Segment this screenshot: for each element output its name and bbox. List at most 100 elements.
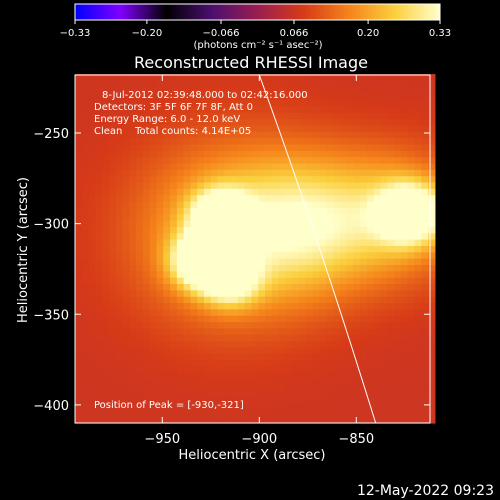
heatmap-cell: [170, 213, 178, 221]
heatmap-cell: [170, 416, 178, 424]
heatmap-cell: [305, 150, 314, 158]
heatmap-cell: [237, 188, 246, 196]
heatmap-cell: [244, 346, 253, 354]
heatmap-cell: [360, 353, 368, 361]
heatmap-cell: [305, 112, 314, 120]
heatmap-cell: [305, 308, 314, 316]
heatmap-cell: [326, 194, 334, 202]
heatmap-cell: [190, 220, 198, 227]
heatmap-cell: [102, 258, 110, 265]
heatmap-cell: [231, 188, 239, 196]
heatmap-cell: [346, 213, 354, 221]
heatmap-cell: [210, 270, 219, 278]
heatmap-cell: [224, 118, 232, 126]
heatmap-cell: [156, 175, 164, 183]
heatmap-cell: [305, 315, 314, 323]
heatmap-cell: [265, 200, 273, 208]
heatmap-cell: [122, 232, 130, 240]
heatmap-cell: [251, 289, 259, 297]
heatmap-cell: [149, 213, 158, 221]
colorbar-tick-label: −0.33: [60, 28, 91, 39]
heatmap-cell: [305, 226, 314, 234]
heatmap-cell: [278, 150, 287, 158]
heatmap-cell: [366, 346, 375, 354]
heatmap-cell: [312, 346, 321, 354]
heatmap-cell: [305, 365, 314, 373]
heatmap-cell: [149, 334, 158, 342]
heatmap-cell: [278, 226, 287, 234]
heatmap-cell: [210, 137, 219, 145]
heatmap-cell: [170, 277, 178, 285]
heatmap-cell: [231, 200, 239, 208]
heatmap-cell: [292, 410, 300, 418]
heatmap-cell: [190, 353, 198, 361]
heatmap-cell: [122, 264, 130, 272]
heatmap-cell: [217, 251, 225, 259]
heatmap-cell: [204, 264, 212, 272]
heatmap-cell: [387, 416, 395, 424]
heatmap-cell: [285, 220, 293, 227]
heatmap-cell: [75, 346, 83, 354]
heatmap-cell: [122, 258, 130, 265]
heatmap-cell: [237, 220, 246, 227]
heatmap-cell: [108, 213, 117, 221]
heatmap-cell: [102, 226, 110, 234]
heatmap-cell: [312, 118, 321, 126]
heatmap-cell: [428, 131, 436, 139]
heatmap-cell: [265, 188, 273, 196]
heatmap-cell: [258, 213, 266, 221]
heatmap-cell: [251, 207, 259, 215]
heatmap-cell: [366, 200, 375, 208]
heatmap-cell: [251, 346, 259, 354]
heatmap-cell: [319, 296, 327, 304]
heatmap-cell: [366, 105, 375, 113]
heatmap-cell: [271, 74, 280, 82]
heatmap-cell: [122, 194, 130, 202]
x-axis-label: Heliocentric X (arcsec): [179, 448, 326, 463]
heatmap-cell: [299, 118, 307, 126]
heatmap-cell: [305, 200, 314, 208]
heatmap-cell: [231, 315, 239, 323]
heatmap-cell: [170, 321, 178, 329]
heatmap-cell: [190, 137, 198, 145]
heatmap-cell: [271, 194, 280, 202]
heatmap-cell: [210, 346, 219, 354]
heatmap-cell: [258, 74, 266, 82]
heatmap-cell: [414, 245, 422, 253]
heatmap-cell: [299, 220, 307, 227]
heatmap-cell: [421, 188, 429, 196]
heatmap-cell: [129, 112, 137, 120]
heatmap-cell: [156, 327, 164, 335]
heatmap-cell: [129, 384, 137, 392]
heatmap-cell: [210, 150, 219, 158]
heatmap-cell: [115, 251, 124, 259]
heatmap-cell: [394, 226, 402, 234]
heatmap-cell: [265, 372, 273, 380]
heatmap-cell: [414, 372, 422, 380]
heatmap-cell: [421, 403, 429, 411]
heatmap-cell: [319, 340, 327, 348]
heatmap-cell: [102, 340, 110, 348]
colorbar-tick-label: 0.33: [429, 28, 451, 39]
heatmap-cell: [122, 188, 130, 196]
heatmap-cell: [407, 245, 416, 253]
heatmap-cell: [353, 74, 361, 82]
heatmap-cell: [204, 200, 212, 208]
heatmap-cell: [108, 194, 117, 202]
heatmap-cell: [115, 384, 124, 392]
heatmap-cell: [163, 124, 171, 132]
heatmap-cell: [95, 264, 103, 272]
heatmap-cell: [258, 124, 266, 132]
heatmap-cell: [170, 162, 178, 170]
heatmap-cell: [190, 99, 198, 107]
heatmap-cell: [156, 391, 164, 399]
heatmap-cell: [258, 245, 266, 253]
heatmap-cell: [156, 353, 164, 361]
heatmap-cell: [115, 181, 124, 189]
heatmap-cell: [115, 289, 124, 297]
heatmap-cell: [299, 169, 307, 177]
heatmap-cell: [217, 372, 225, 380]
heatmap-cell: [278, 365, 287, 373]
heatmap-cell: [258, 112, 266, 120]
heatmap-cell: [210, 74, 219, 82]
